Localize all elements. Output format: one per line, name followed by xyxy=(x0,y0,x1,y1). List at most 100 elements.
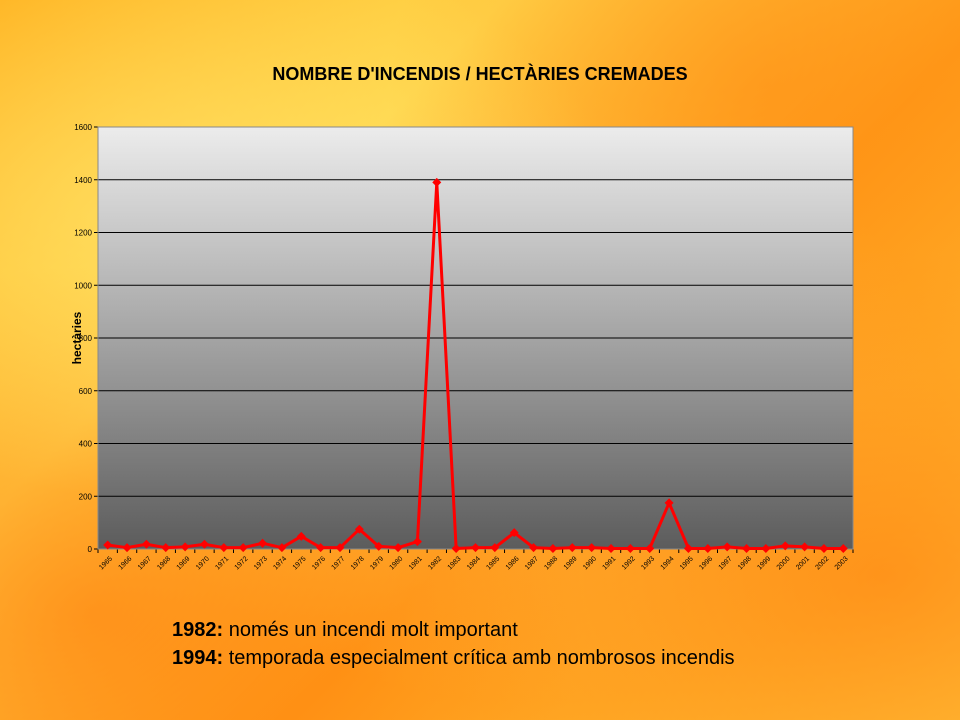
x-tick-label: 1994 xyxy=(660,555,676,571)
data-point-1986 xyxy=(509,528,519,538)
data-point-1984 xyxy=(471,543,480,553)
data-point-1966 xyxy=(122,543,132,553)
note-1994: 1994: temporada especialment crítica amb… xyxy=(172,644,735,672)
data-point-1994 xyxy=(664,498,674,508)
x-tick-label: 2002 xyxy=(814,555,830,571)
x-tick-label: 1969 xyxy=(176,555,192,571)
data-point-1983 xyxy=(451,543,461,553)
data-point-1976 xyxy=(316,543,326,553)
x-tick-label: 1982 xyxy=(427,555,443,571)
data-point-1978 xyxy=(354,524,364,534)
data-point-1967 xyxy=(141,539,151,549)
y-tick-label: 1200 xyxy=(74,229,92,238)
data-point-1988 xyxy=(548,543,558,553)
data-point-1993 xyxy=(645,543,655,553)
y-tick-label: 1000 xyxy=(74,281,92,290)
x-tick-label: 1996 xyxy=(698,555,714,571)
data-point-1989 xyxy=(567,543,577,553)
x-tick-label: 1986 xyxy=(505,555,521,571)
data-point-1980 xyxy=(393,543,403,553)
data-point-2000 xyxy=(780,541,790,551)
x-tick-label: 1980 xyxy=(389,555,405,571)
y-axis-label: hectàries xyxy=(70,311,84,364)
x-tick-label: 2001 xyxy=(795,555,811,571)
x-tick-label: 1971 xyxy=(214,555,230,571)
x-tick-label: 1968 xyxy=(156,555,172,571)
data-point-1965 xyxy=(103,540,113,550)
y-tick-label: 1400 xyxy=(74,176,92,185)
data-point-1972 xyxy=(238,543,248,553)
data-point-1970 xyxy=(199,539,209,549)
x-tick-label: 1976 xyxy=(311,555,327,571)
data-point-1981 xyxy=(412,537,422,547)
x-tick-label: 1997 xyxy=(718,555,734,571)
x-tick-label: 1977 xyxy=(330,555,346,571)
data-point-1982 xyxy=(432,177,442,187)
x-tick-label: 1970 xyxy=(195,555,211,571)
x-tick-label: 1993 xyxy=(640,555,656,571)
data-point-1991 xyxy=(606,543,616,553)
x-tick-label: 1978 xyxy=(350,555,366,571)
series-hectares xyxy=(103,177,848,553)
x-tick-label: 1974 xyxy=(272,555,288,571)
data-point-1990 xyxy=(587,543,597,553)
x-tick-label: 1967 xyxy=(137,555,153,571)
x-tick-label: 1975 xyxy=(292,555,308,571)
data-point-1979 xyxy=(374,541,384,551)
data-point-2002 xyxy=(819,543,829,553)
data-point-1969 xyxy=(180,542,190,552)
x-tick-label: 1973 xyxy=(253,555,269,571)
chart: NOMBRE D'INCENDIS / HECTÀRIES CREMADES 0… xyxy=(70,63,854,571)
x-tick-label: 1995 xyxy=(679,555,695,571)
y-tick-label: 200 xyxy=(79,492,93,501)
x-tick-label: 1981 xyxy=(408,555,424,571)
x-tick-label: 1987 xyxy=(524,555,540,571)
note-text: temporada especialment crítica amb nombr… xyxy=(228,647,735,669)
y-tick-label: 400 xyxy=(79,440,93,449)
y-tick-label: 0 xyxy=(88,545,93,554)
data-point-1992 xyxy=(625,543,635,553)
x-tick-label: 1991 xyxy=(601,555,617,571)
data-point-1971 xyxy=(219,543,229,553)
x-tick-label: 1979 xyxy=(369,555,385,571)
data-point-2001 xyxy=(800,542,810,552)
chart-title: NOMBRE D'INCENDIS / HECTÀRIES CREMADES xyxy=(272,63,687,84)
data-point-1973 xyxy=(258,538,268,548)
data-point-1987 xyxy=(529,543,539,553)
x-tick-label: 1985 xyxy=(485,555,501,571)
x-tick-label: 1983 xyxy=(447,555,463,571)
x-tick-label: 1999 xyxy=(756,555,772,571)
y-tick-label: 600 xyxy=(79,387,93,396)
data-point-1998 xyxy=(742,543,752,553)
x-tick-label: 1989 xyxy=(563,555,579,571)
x-tick-label: 1988 xyxy=(543,555,559,571)
x-axis-ticks: 1965 1966 1967 1968 1969 1970 1971 1972 1973 1974… xyxy=(97,549,854,571)
data-point-1968 xyxy=(161,543,171,553)
data-point-1996 xyxy=(703,543,713,553)
x-tick-label: 1965 xyxy=(98,555,114,571)
y-tick-label: 1600 xyxy=(74,123,92,132)
x-tick-label: 1984 xyxy=(466,555,482,571)
note-year: 1994: xyxy=(172,647,224,669)
data-point-1995 xyxy=(683,543,693,553)
x-tick-label: 1998 xyxy=(737,555,753,571)
x-tick-label: 1966 xyxy=(117,555,133,571)
data-point-1974 xyxy=(277,543,287,553)
data-point-1985 xyxy=(490,543,500,553)
notes: 1982: només un incendi molt important 19… xyxy=(172,616,735,672)
y-axis-ticks: 0 200 400 600 800 1000 1200 1400 1600 xyxy=(74,123,98,554)
data-point-2003 xyxy=(838,543,848,553)
note-1982: 1982: només un incendi molt important xyxy=(172,616,735,644)
data-point-1999 xyxy=(761,543,771,553)
data-point-1977 xyxy=(335,543,345,553)
x-tick-label: 1972 xyxy=(234,555,250,571)
x-tick-label: 2000 xyxy=(776,555,792,571)
x-tick-label: 2003 xyxy=(834,555,850,571)
y-tick-label: 800 xyxy=(79,334,93,343)
x-tick-label: 1990 xyxy=(582,555,598,571)
data-point-1975 xyxy=(296,531,306,541)
data-point-1997 xyxy=(722,542,732,552)
note-year: 1982: xyxy=(172,619,224,641)
x-tick-label: 1992 xyxy=(621,555,637,571)
note-text: només un incendi molt important xyxy=(228,619,518,641)
